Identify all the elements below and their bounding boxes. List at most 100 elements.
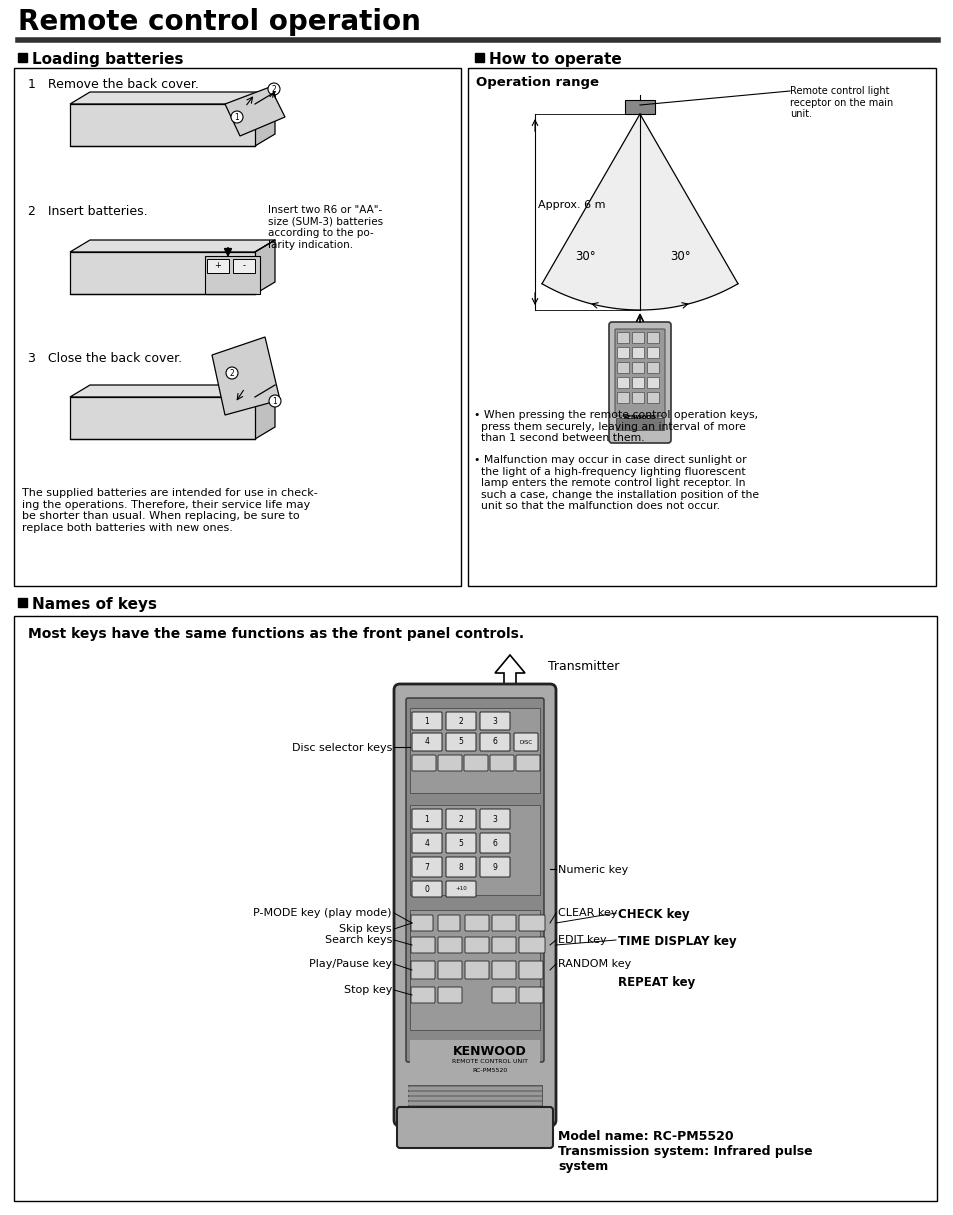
FancyBboxPatch shape — [647, 333, 659, 344]
Text: 2: 2 — [458, 814, 463, 824]
Text: How to operate: How to operate — [489, 52, 621, 67]
Text: TIME DISPLAY key: TIME DISPLAY key — [618, 936, 736, 948]
Text: 6: 6 — [492, 838, 497, 848]
FancyBboxPatch shape — [647, 378, 659, 389]
Text: 2: 2 — [230, 368, 234, 378]
Text: P-MODE key (play mode): P-MODE key (play mode) — [253, 908, 392, 919]
Bar — [408, 1097, 541, 1100]
Text: Disc selector keys: Disc selector keys — [292, 744, 392, 753]
FancyBboxPatch shape — [394, 684, 556, 1126]
FancyBboxPatch shape — [615, 329, 664, 416]
FancyBboxPatch shape — [411, 937, 435, 953]
FancyBboxPatch shape — [632, 333, 644, 344]
FancyBboxPatch shape — [490, 755, 514, 772]
FancyBboxPatch shape — [617, 378, 629, 389]
FancyBboxPatch shape — [411, 961, 435, 979]
Text: 6: 6 — [492, 738, 497, 746]
Bar — [475, 53, 483, 62]
Text: Remote control operation: Remote control operation — [18, 9, 420, 36]
Text: 3: 3 — [492, 814, 497, 824]
Text: 4: 4 — [424, 838, 429, 848]
Polygon shape — [495, 655, 524, 685]
Text: 1: 1 — [424, 814, 429, 824]
Text: 30°: 30° — [575, 250, 595, 262]
Text: • When pressing the remote control operation keys,
  press them securely, leavin: • When pressing the remote control opera… — [474, 409, 758, 443]
Bar — [207, 259, 229, 273]
FancyBboxPatch shape — [464, 937, 489, 953]
Text: 5: 5 — [458, 738, 463, 746]
FancyBboxPatch shape — [412, 733, 441, 751]
Text: 3   Close the back cover.: 3 Close the back cover. — [28, 352, 182, 364]
Text: DISC: DISC — [518, 740, 532, 745]
FancyBboxPatch shape — [516, 755, 539, 772]
Polygon shape — [212, 337, 280, 416]
Polygon shape — [541, 114, 738, 310]
FancyBboxPatch shape — [647, 392, 659, 403]
FancyBboxPatch shape — [617, 362, 629, 373]
Text: Stop key: Stop key — [343, 985, 392, 995]
FancyBboxPatch shape — [411, 987, 435, 1004]
Polygon shape — [254, 385, 274, 439]
Polygon shape — [70, 397, 254, 439]
Polygon shape — [70, 252, 254, 294]
Text: 30°: 30° — [669, 250, 690, 262]
Text: RC-PM5520: RC-PM5520 — [472, 1068, 507, 1073]
Text: RANDOM key: RANDOM key — [558, 959, 631, 970]
Text: +: + — [214, 261, 221, 271]
FancyBboxPatch shape — [437, 987, 461, 1004]
FancyBboxPatch shape — [464, 915, 489, 931]
Text: REPEAT key: REPEAT key — [618, 976, 695, 989]
Text: Insert two R6 or "AA"-
size (SUM-3) batteries
according to the po-
larity indica: Insert two R6 or "AA"- size (SUM-3) batt… — [268, 205, 383, 250]
Text: Search keys: Search keys — [324, 936, 392, 945]
Text: 3: 3 — [492, 717, 497, 725]
Text: 9: 9 — [492, 863, 497, 871]
Text: 8: 8 — [458, 863, 463, 871]
Text: KENWOOD: KENWOOD — [623, 416, 656, 420]
Bar — [468, 68, 935, 586]
FancyBboxPatch shape — [406, 697, 543, 1062]
FancyBboxPatch shape — [437, 755, 461, 772]
Text: 2: 2 — [458, 717, 463, 725]
FancyBboxPatch shape — [412, 857, 441, 877]
Text: Skip keys: Skip keys — [339, 923, 392, 934]
Text: CHECK key: CHECK key — [618, 908, 689, 921]
FancyBboxPatch shape — [412, 712, 441, 730]
FancyBboxPatch shape — [617, 333, 629, 344]
Bar — [616, 418, 663, 430]
Text: Loading batteries: Loading batteries — [32, 52, 183, 67]
Text: Numeric key: Numeric key — [558, 865, 628, 875]
Bar — [410, 708, 539, 793]
FancyBboxPatch shape — [396, 1107, 553, 1148]
Bar — [410, 1040, 539, 1075]
FancyBboxPatch shape — [632, 392, 644, 403]
Bar — [233, 259, 254, 273]
Bar — [18, 598, 27, 608]
Bar — [14, 616, 936, 1200]
FancyBboxPatch shape — [492, 961, 516, 979]
Polygon shape — [70, 104, 254, 146]
FancyBboxPatch shape — [479, 809, 510, 829]
Text: Most keys have the same functions as the front panel controls.: Most keys have the same functions as the… — [28, 627, 523, 642]
Text: Approx. 6 m: Approx. 6 m — [537, 200, 605, 210]
FancyBboxPatch shape — [514, 733, 537, 751]
FancyBboxPatch shape — [412, 833, 441, 853]
Bar — [14, 68, 460, 586]
FancyBboxPatch shape — [446, 733, 476, 751]
FancyBboxPatch shape — [608, 322, 670, 443]
Text: 2: 2 — [272, 85, 276, 94]
Text: Model name: RC-PM5520
Transmission system: Infrared pulse
system: Model name: RC-PM5520 Transmission syste… — [558, 1130, 812, 1172]
FancyBboxPatch shape — [463, 755, 488, 772]
Bar — [18, 53, 27, 62]
FancyBboxPatch shape — [446, 881, 476, 897]
Text: 7: 7 — [424, 863, 429, 871]
Text: 2   Insert batteries.: 2 Insert batteries. — [28, 205, 148, 217]
Text: Operation range: Operation range — [476, 77, 598, 89]
FancyBboxPatch shape — [518, 937, 544, 953]
FancyBboxPatch shape — [518, 915, 544, 931]
Circle shape — [268, 83, 280, 95]
Bar — [624, 100, 655, 114]
Text: 4: 4 — [424, 738, 429, 746]
Text: REMOTE CONTROL UNIT: REMOTE CONTROL UNIT — [452, 1059, 527, 1064]
Polygon shape — [70, 241, 274, 252]
FancyBboxPatch shape — [492, 915, 516, 931]
